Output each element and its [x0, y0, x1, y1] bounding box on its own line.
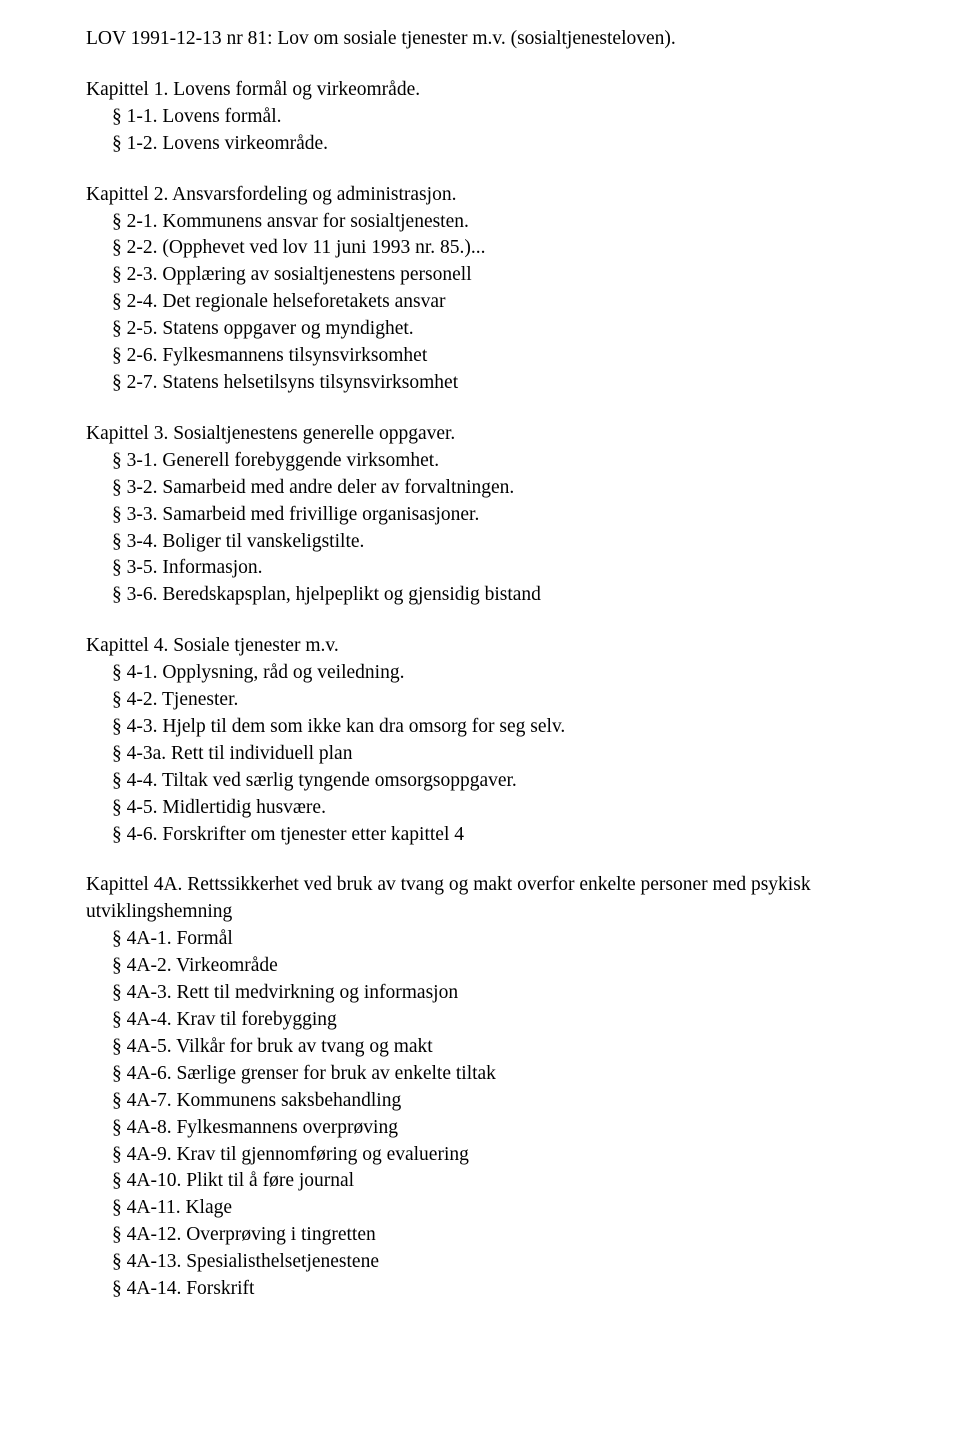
section-line: § 3-2. Samarbeid med andre deler av forv…	[86, 475, 900, 502]
chapter-heading: Kapittel 2. Ansvarsfordeling og administ…	[86, 182, 900, 209]
chapter-heading: Kapittel 3. Sosialtjenestens generelle o…	[86, 421, 900, 448]
section-line: § 4A-8. Fylkesmannens overprøving	[86, 1115, 900, 1142]
section-line: § 3-1. Generell forebyggende virksomhet.	[86, 448, 900, 475]
chapter-4: Kapittel 4. Sosiale tjenester m.v. § 4-1…	[86, 633, 900, 848]
section-line: § 3-4. Boliger til vanskeligstilte.	[86, 529, 900, 556]
section-line: § 4-3. Hjelp til dem som ikke kan dra om…	[86, 714, 900, 741]
section-line: § 2-4. Det regionale helseforetakets ans…	[86, 289, 900, 316]
section-line: § 4A-13. Spesialisthelsetjenestene	[86, 1249, 900, 1276]
section-line: § 4A-11. Klage	[86, 1195, 900, 1222]
section-line: § 3-6. Beredskapsplan, hjelpeplikt og gj…	[86, 582, 900, 609]
chapter-3: Kapittel 3. Sosialtjenestens generelle o…	[86, 421, 900, 609]
section-line: § 2-2. (Opphevet ved lov 11 juni 1993 nr…	[86, 235, 900, 262]
document-title: LOV 1991-12-13 nr 81: Lov om sosiale tje…	[86, 26, 900, 53]
page-container: LOV 1991-12-13 nr 81: Lov om sosiale tje…	[0, 0, 960, 1438]
chapter-1: Kapittel 1. Lovens formål og virkeområde…	[86, 77, 900, 158]
chapter-heading: Kapittel 4. Sosiale tjenester m.v.	[86, 633, 900, 660]
section-line: § 4A-10. Plikt til å føre journal	[86, 1168, 900, 1195]
section-line: § 4A-14. Forskrift	[86, 1276, 900, 1303]
section-line: § 4A-12. Overprøving i tingretten	[86, 1222, 900, 1249]
section-line: § 4A-7. Kommunens saksbehandling	[86, 1088, 900, 1115]
section-line: § 4-3a. Rett til individuell plan	[86, 741, 900, 768]
chapter-heading: Kapittel 4A. Rettssikkerhet ved bruk av …	[86, 872, 900, 926]
section-line: § 4A-1. Formål	[86, 926, 900, 953]
section-line: § 4A-2. Virkeområde	[86, 953, 900, 980]
section-line: § 3-5. Informasjon.	[86, 555, 900, 582]
section-line: § 1-2. Lovens virkeområde.	[86, 131, 900, 158]
section-line: § 2-6. Fylkesmannens tilsynsvirksomhet	[86, 343, 900, 370]
section-line: § 2-7. Statens helsetilsyns tilsynsvirks…	[86, 370, 900, 397]
section-line: § 4A-4. Krav til forebygging	[86, 1007, 900, 1034]
section-line: § 3-3. Samarbeid med frivillige organisa…	[86, 502, 900, 529]
section-line: § 4-5. Midlertidig husvære.	[86, 795, 900, 822]
section-line: § 4-4. Tiltak ved særlig tyngende omsorg…	[86, 768, 900, 795]
chapter-2: Kapittel 2. Ansvarsfordeling og administ…	[86, 182, 900, 397]
section-line: § 4A-6. Særlige grenser for bruk av enke…	[86, 1061, 900, 1088]
section-line: § 4A-9. Krav til gjennomføring og evalue…	[86, 1142, 900, 1169]
section-line: § 2-1. Kommunens ansvar for sosialtjenes…	[86, 209, 900, 236]
chapter-4a: Kapittel 4A. Rettssikkerhet ved bruk av …	[86, 872, 900, 1303]
section-line: § 2-5. Statens oppgaver og myndighet.	[86, 316, 900, 343]
section-line: § 4-2. Tjenester.	[86, 687, 900, 714]
section-line: § 4A-5. Vilkår for bruk av tvang og makt	[86, 1034, 900, 1061]
section-line: § 4-1. Opplysning, råd og veiledning.	[86, 660, 900, 687]
section-line: § 4A-3. Rett til medvirkning og informas…	[86, 980, 900, 1007]
section-line: § 4-6. Forskrifter om tjenester etter ka…	[86, 822, 900, 849]
section-line: § 1-1. Lovens formål.	[86, 104, 900, 131]
section-line: § 2-3. Opplæring av sosialtjenestens per…	[86, 262, 900, 289]
chapter-heading: Kapittel 1. Lovens formål og virkeområde…	[86, 77, 900, 104]
